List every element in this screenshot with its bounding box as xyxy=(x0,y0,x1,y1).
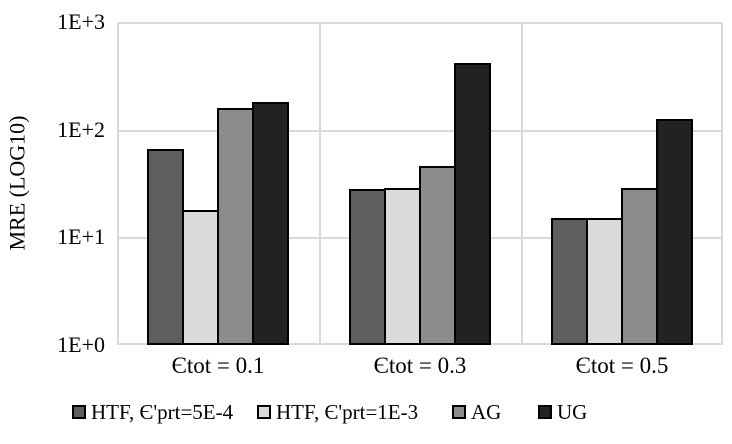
bar-ag-cat0 xyxy=(217,108,254,345)
gridline-vertical xyxy=(721,22,723,345)
bar-htf-prt-5e-4-cat2 xyxy=(551,218,588,345)
legend-label: UG xyxy=(557,400,588,424)
bar-htf-prt-5e-4-cat1 xyxy=(349,189,386,345)
y-axis-title: MRE (LOG10) xyxy=(4,115,30,251)
gridline-horizontal xyxy=(117,22,723,24)
bar-htf-prt-1e-3-cat1 xyxy=(384,188,421,345)
x-category-label: Єtot = 0.3 xyxy=(373,353,467,378)
gridline-vertical xyxy=(117,22,119,345)
legend-label: AG xyxy=(471,400,502,424)
bar-htf-prt-5e-4-cat0 xyxy=(147,149,184,345)
legend-item: UG xyxy=(538,401,587,423)
bar-ug-cat2 xyxy=(656,119,693,345)
legend-swatch-icon xyxy=(538,405,552,419)
bar-ag-cat1 xyxy=(419,166,456,345)
y-tick-label: 1E+2 xyxy=(57,117,105,142)
y-tick-label: 1E+1 xyxy=(57,224,105,249)
bar-ug-cat1 xyxy=(454,63,491,345)
x-category-label: Єtot = 0.5 xyxy=(575,353,669,378)
legend-item: AG xyxy=(452,401,501,423)
legend-swatch-icon xyxy=(257,405,271,419)
legend-item: HTF, Є'prt=5E-4 xyxy=(72,401,233,423)
y-tick-label: 1E+3 xyxy=(57,9,105,34)
gridline-vertical xyxy=(521,22,523,345)
legend-swatch-icon xyxy=(452,405,466,419)
legend-item: HTF, Є'prt=1E-3 xyxy=(257,401,418,423)
y-tick-label: 1E+0 xyxy=(57,332,105,357)
legend-swatch-icon xyxy=(72,405,86,419)
legend-label: HTF, Є'prt=5E-4 xyxy=(91,400,234,424)
gridline-vertical xyxy=(319,22,321,345)
x-category-label: Єtot = 0.1 xyxy=(171,353,265,378)
legend-label: HTF, Є'prt=1E-3 xyxy=(276,400,419,424)
gridline-horizontal xyxy=(117,130,723,132)
plot-area xyxy=(117,22,723,345)
bar-htf-prt-1e-3-cat2 xyxy=(586,218,623,345)
bar-ug-cat0 xyxy=(252,102,289,345)
bar-htf-prt-1e-3-cat0 xyxy=(182,210,219,345)
bar-ag-cat2 xyxy=(621,188,658,345)
